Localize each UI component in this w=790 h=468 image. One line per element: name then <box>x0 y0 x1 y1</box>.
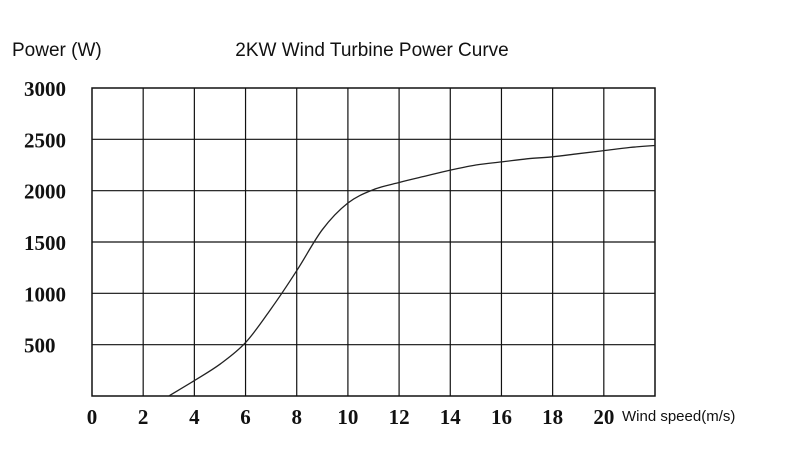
y-tick-label: 3000 <box>24 77 66 101</box>
x-tick-label: 0 <box>87 405 98 429</box>
y-tick-label: 1500 <box>24 231 66 255</box>
x-tick-label: 4 <box>189 405 200 429</box>
x-tick-label: 12 <box>389 405 410 429</box>
y-tick-label: 500 <box>24 334 56 358</box>
y-tick-label: 1000 <box>24 282 66 306</box>
tick-labels: 500 1000 1500 2000 2500 3000 0 2 4 6 8 10 12 14 16 18 20 <box>24 77 614 429</box>
x-tick-label: 14 <box>440 405 462 429</box>
x-tick-label: 6 <box>240 405 251 429</box>
grid <box>91 87 656 397</box>
x-tick-label: 18 <box>542 405 563 429</box>
y-tick-label: 2500 <box>24 128 66 152</box>
x-tick-label: 10 <box>337 405 358 429</box>
plot-frame <box>91 87 656 397</box>
x-axis-label: Wind speed(m/s) <box>622 408 735 425</box>
x-tick-label: 8 <box>291 405 302 429</box>
power-curve-line <box>168 144 656 397</box>
y-tick-label: 2000 <box>24 180 66 204</box>
x-tick-label: 16 <box>491 405 512 429</box>
x-tick-label: 2 <box>138 405 149 429</box>
chart-title: 2KW Wind Turbine Power Curve <box>235 40 509 61</box>
x-tick-label: 20 <box>593 405 614 429</box>
series-layer <box>168 144 656 397</box>
y-axis-label: Power (W) <box>12 40 102 61</box>
